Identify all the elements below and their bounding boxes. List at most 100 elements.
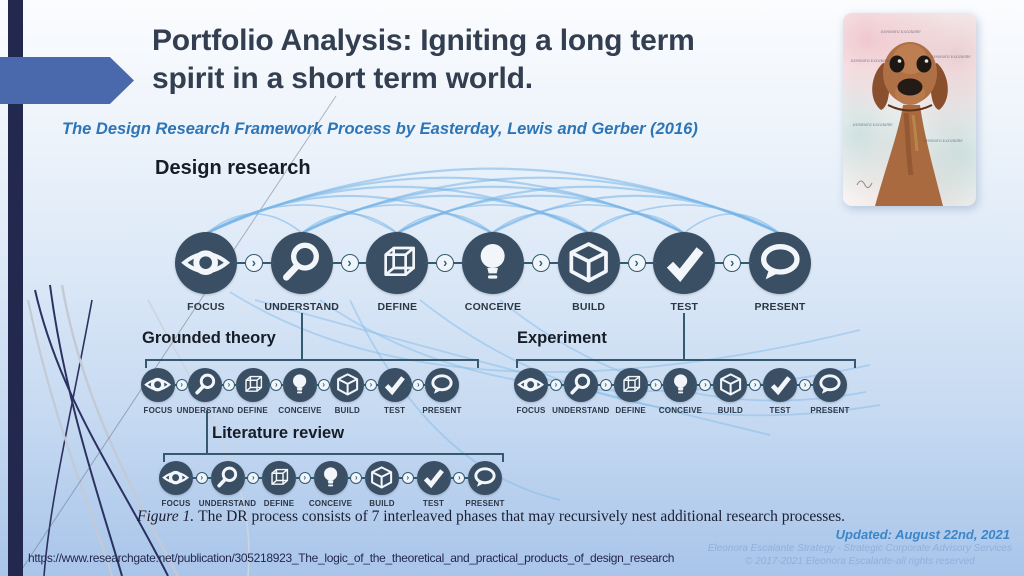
- grounded-theory-heading: Grounded theory: [142, 329, 276, 347]
- chevron-right-icon: ›: [317, 379, 330, 391]
- cube-icon: [330, 368, 365, 402]
- phase-connector: ›: [293, 461, 316, 508]
- phase-focus: FOCUS: [141, 368, 175, 415]
- check-icon: [377, 368, 412, 402]
- phase-define: DEFINE: [366, 232, 429, 313]
- phase-build: BUILD: [557, 232, 620, 313]
- phase-test: TEST: [416, 461, 451, 508]
- phase-connector: ›: [266, 368, 287, 415]
- phase-label: DEFINE: [615, 406, 646, 415]
- chevron-right-icon: ›: [340, 254, 359, 272]
- chevron-right-icon: ›: [531, 254, 550, 272]
- phase-label: FOCUS: [516, 406, 546, 415]
- phase-connector: ›: [694, 368, 717, 415]
- speech-bubble-icon: [468, 461, 502, 495]
- slide-title: Portfolio Analysis: Igniting a long term…: [152, 24, 695, 95]
- cube-icon: [713, 368, 748, 402]
- phase-connector: ›: [219, 368, 240, 415]
- phase-label: UNDERSTAND: [264, 301, 340, 313]
- phase-label: PRESENT: [810, 406, 850, 415]
- wireframe-cube-icon: [366, 232, 429, 294]
- chevron-right-icon: ›: [247, 472, 260, 484]
- chevron-right-icon: ›: [599, 379, 612, 391]
- chevron-right-icon: ›: [723, 254, 742, 272]
- chevron-right-icon: ›: [749, 379, 762, 391]
- experiment-bracket: [516, 359, 856, 368]
- phase-focus: FOCUS: [514, 368, 548, 415]
- chevron-right-icon: ›: [364, 379, 377, 391]
- phase-present: PRESENT: [465, 461, 505, 508]
- credits-block: Eleonora Escalante Strategy - Strategic …: [708, 543, 1012, 568]
- phase-connector: ›: [313, 368, 334, 415]
- phase-define: DEFINE: [262, 461, 296, 508]
- check-icon: [763, 368, 798, 402]
- lightbulb-icon: [313, 461, 348, 495]
- chevron-right-icon: ›: [549, 379, 562, 391]
- design-research-heading: Design research: [155, 157, 311, 179]
- cube-icon: [557, 232, 620, 294]
- lightbulb-icon: [282, 368, 317, 402]
- watermark-text: Eleonora Escalante: [931, 55, 971, 60]
- wireframe-cube-icon: [235, 368, 270, 402]
- chevron-right-icon: ›: [699, 379, 712, 391]
- source-url-link[interactable]: https://www.researchgate.net/publication…: [28, 551, 675, 565]
- phase-connector: ›: [545, 368, 567, 415]
- phase-define: DEFINE: [235, 368, 270, 415]
- phase-label: CONCEIVE: [658, 406, 703, 415]
- connector-test-to-experiment: [683, 313, 685, 360]
- phase-label: TEST: [670, 301, 699, 313]
- phase-label: BUILD: [572, 301, 606, 313]
- literature-review-heading: Literature review: [212, 424, 345, 442]
- phase-connector: ›: [241, 461, 265, 508]
- chevron-right-icon: ›: [195, 472, 208, 484]
- phase-label: CONCEIVE: [278, 406, 322, 415]
- phase-test: TEST: [763, 368, 798, 415]
- lightbulb-icon: [462, 232, 525, 294]
- chevron-right-icon: ›: [175, 379, 188, 391]
- phase-connector: ›: [447, 461, 471, 508]
- phase-define: DEFINE: [613, 368, 648, 415]
- phase-connector: ›: [425, 232, 465, 313]
- phase-label: CONCEIVE: [308, 499, 353, 508]
- phase-label: PRESENT: [422, 406, 462, 415]
- phase-conceive: CONCEIVE: [309, 461, 352, 508]
- dog-watercolor-image: Eleonora Escalante Eleonora Escalante El…: [843, 13, 976, 206]
- chevron-right-icon: ›: [436, 254, 455, 272]
- phase-connector: ›: [361, 368, 382, 415]
- phase-label: DEFINE: [377, 301, 418, 313]
- phase-build: BUILD: [713, 368, 748, 415]
- phase-label: PRESENT: [465, 499, 505, 508]
- phase-label: BUILD: [334, 406, 361, 415]
- phase-connector: ›: [521, 232, 561, 313]
- phase-conceive: CONCEIVE: [659, 368, 702, 415]
- phase-connector: ›: [644, 368, 667, 415]
- phase-understand: UNDERSTAND: [199, 461, 256, 508]
- phase-conceive: CONCEIVE: [462, 232, 525, 313]
- phase-connector: ›: [616, 232, 657, 313]
- phase-connector: ›: [712, 232, 752, 313]
- lightbulb-icon: [663, 368, 698, 402]
- phase-connector: ›: [396, 461, 419, 508]
- watermark-text: Eleonora Escalante: [853, 123, 893, 128]
- phase-label: FOCUS: [187, 301, 225, 313]
- phase-connector: ›: [794, 368, 816, 415]
- chevron-right-icon: ›: [412, 379, 425, 391]
- dog-illustration: [856, 42, 948, 206]
- phase-present: PRESENT: [810, 368, 850, 415]
- grounded-theory-bracket: [145, 359, 479, 368]
- chevron-right-icon: ›: [649, 379, 662, 391]
- watermark-text: Eleonora Escalante: [923, 139, 963, 144]
- magnifier-icon: [188, 368, 223, 402]
- check-icon: [416, 461, 451, 495]
- figure-caption-lead: Figure 1.: [137, 508, 195, 525]
- magnifier-icon: [210, 461, 245, 495]
- phase-understand: UNDERSTAND: [552, 368, 609, 415]
- phase-label: TEST: [769, 406, 791, 415]
- credit-line-1: Eleonora Escalante Strategy - Strategic …: [707, 543, 1012, 554]
- phase-label: PRESENT: [754, 301, 806, 313]
- connector-understand-to-grounded: [301, 313, 303, 360]
- chevron-right-icon: ›: [453, 472, 466, 484]
- phase-understand: UNDERSTAND: [177, 368, 234, 415]
- phase-connector: ›: [344, 461, 368, 508]
